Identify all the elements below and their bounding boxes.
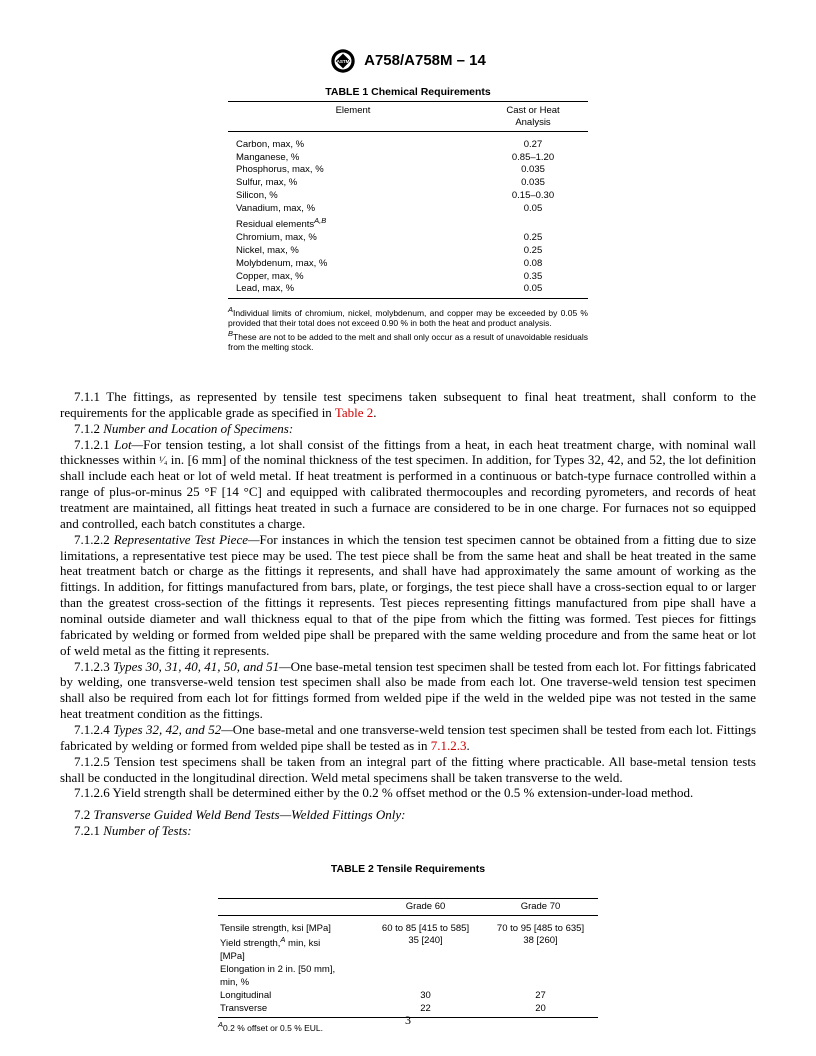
astm-logo-icon: ASTM (330, 48, 356, 74)
table-row: Molybdenum, max, %0.08 (228, 257, 588, 270)
ref-table2: Table 2 (335, 405, 373, 420)
para-7-1-2: 7.1.2 Number and Location of Specimens: (60, 421, 756, 437)
ref-7-1-2-3: 7.1.2.3 (431, 738, 467, 753)
table-row: Yield strength,A min, ksi35 [240]38 [260… (218, 935, 598, 951)
table-row: min, % (218, 977, 598, 990)
table1-head-element: Element (228, 105, 478, 129)
table-row: Silicon, %0.15–0.30 (228, 190, 588, 203)
para-7-1-2-4: 7.1.2.4 Types 32, 42, and 52—One base-me… (60, 722, 756, 754)
table2: Grade 60 Grade 70 Tensile strength, ksi … (218, 898, 598, 1018)
table1-head-analysis: Cast or Heat Analysis (478, 105, 588, 129)
table-row: Sulfur, max, %0.035 (228, 177, 588, 190)
table-row: Nickel, max, %0.25 (228, 244, 588, 257)
table2-head-g70: Grade 70 (483, 901, 598, 913)
table1-body: Carbon, max, %0.27Manganese, %0.85–1.20P… (228, 132, 588, 296)
para-7-1-2-6: 7.1.2.6 Yield strength shall be determin… (60, 785, 756, 801)
table-row: Manganese, %0.85–1.20 (228, 151, 588, 164)
page: ASTM A758/A758M – 14 TABLE 1 Chemical Re… (0, 0, 816, 1056)
para-7-2-1: 7.2.1 Number of Tests: (60, 823, 756, 839)
table2-head-g60: Grade 60 (368, 901, 483, 913)
table-row: Vanadium, max, %0.05 (228, 203, 588, 216)
para-7-1-1: 7.1.1 The fittings, as represented by te… (60, 389, 756, 421)
page-header: ASTM A758/A758M – 14 (60, 48, 756, 78)
table1-header-row: Element Cast or Heat Analysis (228, 101, 588, 132)
table-row: [MPa] (218, 951, 598, 964)
table-row: Carbon, max, %0.27 (228, 138, 588, 151)
table1-notes: AIndividual limits of chromium, nickel, … (228, 305, 588, 353)
table-row: Phosphorus, max, %0.035 (228, 164, 588, 177)
table-row: Chromium, max, %0.25 (228, 231, 588, 244)
table-row: Residual elementsA,B (228, 215, 588, 231)
page-number: 3 (0, 1013, 816, 1028)
spec-number: A758/A758M – 14 (364, 52, 486, 71)
table2-header-row: Grade 60 Grade 70 (218, 898, 598, 916)
table2-title: TABLE 2 Tensile Requirements (60, 863, 756, 876)
table2-body: Tensile strength, ksi [MPa]60 to 85 [415… (218, 916, 598, 1015)
table1-bottom-rule (228, 298, 588, 299)
para-7-1-2-2: 7.1.2.2 Representative Test Piece—For in… (60, 532, 756, 659)
body-text: 7.1.1 The fittings, as represented by te… (60, 389, 756, 839)
table1: Element Cast or Heat Analysis Carbon, ma… (228, 101, 588, 298)
table1-title: TABLE 1 Chemical Requirements (60, 86, 756, 99)
table-row: Tensile strength, ksi [MPa]60 to 85 [415… (218, 922, 598, 935)
para-7-2: 7.2 Transverse Guided Weld Bend Tests—We… (60, 807, 756, 823)
svg-text:ASTM: ASTM (337, 59, 350, 64)
table-row: Copper, max, %0.35 (228, 270, 588, 283)
table-row: Elongation in 2 in. [50 mm], (218, 964, 598, 977)
para-7-1-2-5: 7.1.2.5 Tension test specimens shall be … (60, 754, 756, 786)
table-row: Longitudinal3027 (218, 990, 598, 1003)
table-row: Lead, max, %0.05 (228, 283, 588, 296)
para-7-1-2-1: 7.1.2.1 Lot—For tension testing, a lot s… (60, 437, 756, 532)
para-7-1-2-3: 7.1.2.3 Types 30, 31, 40, 41, 50, and 51… (60, 659, 756, 722)
